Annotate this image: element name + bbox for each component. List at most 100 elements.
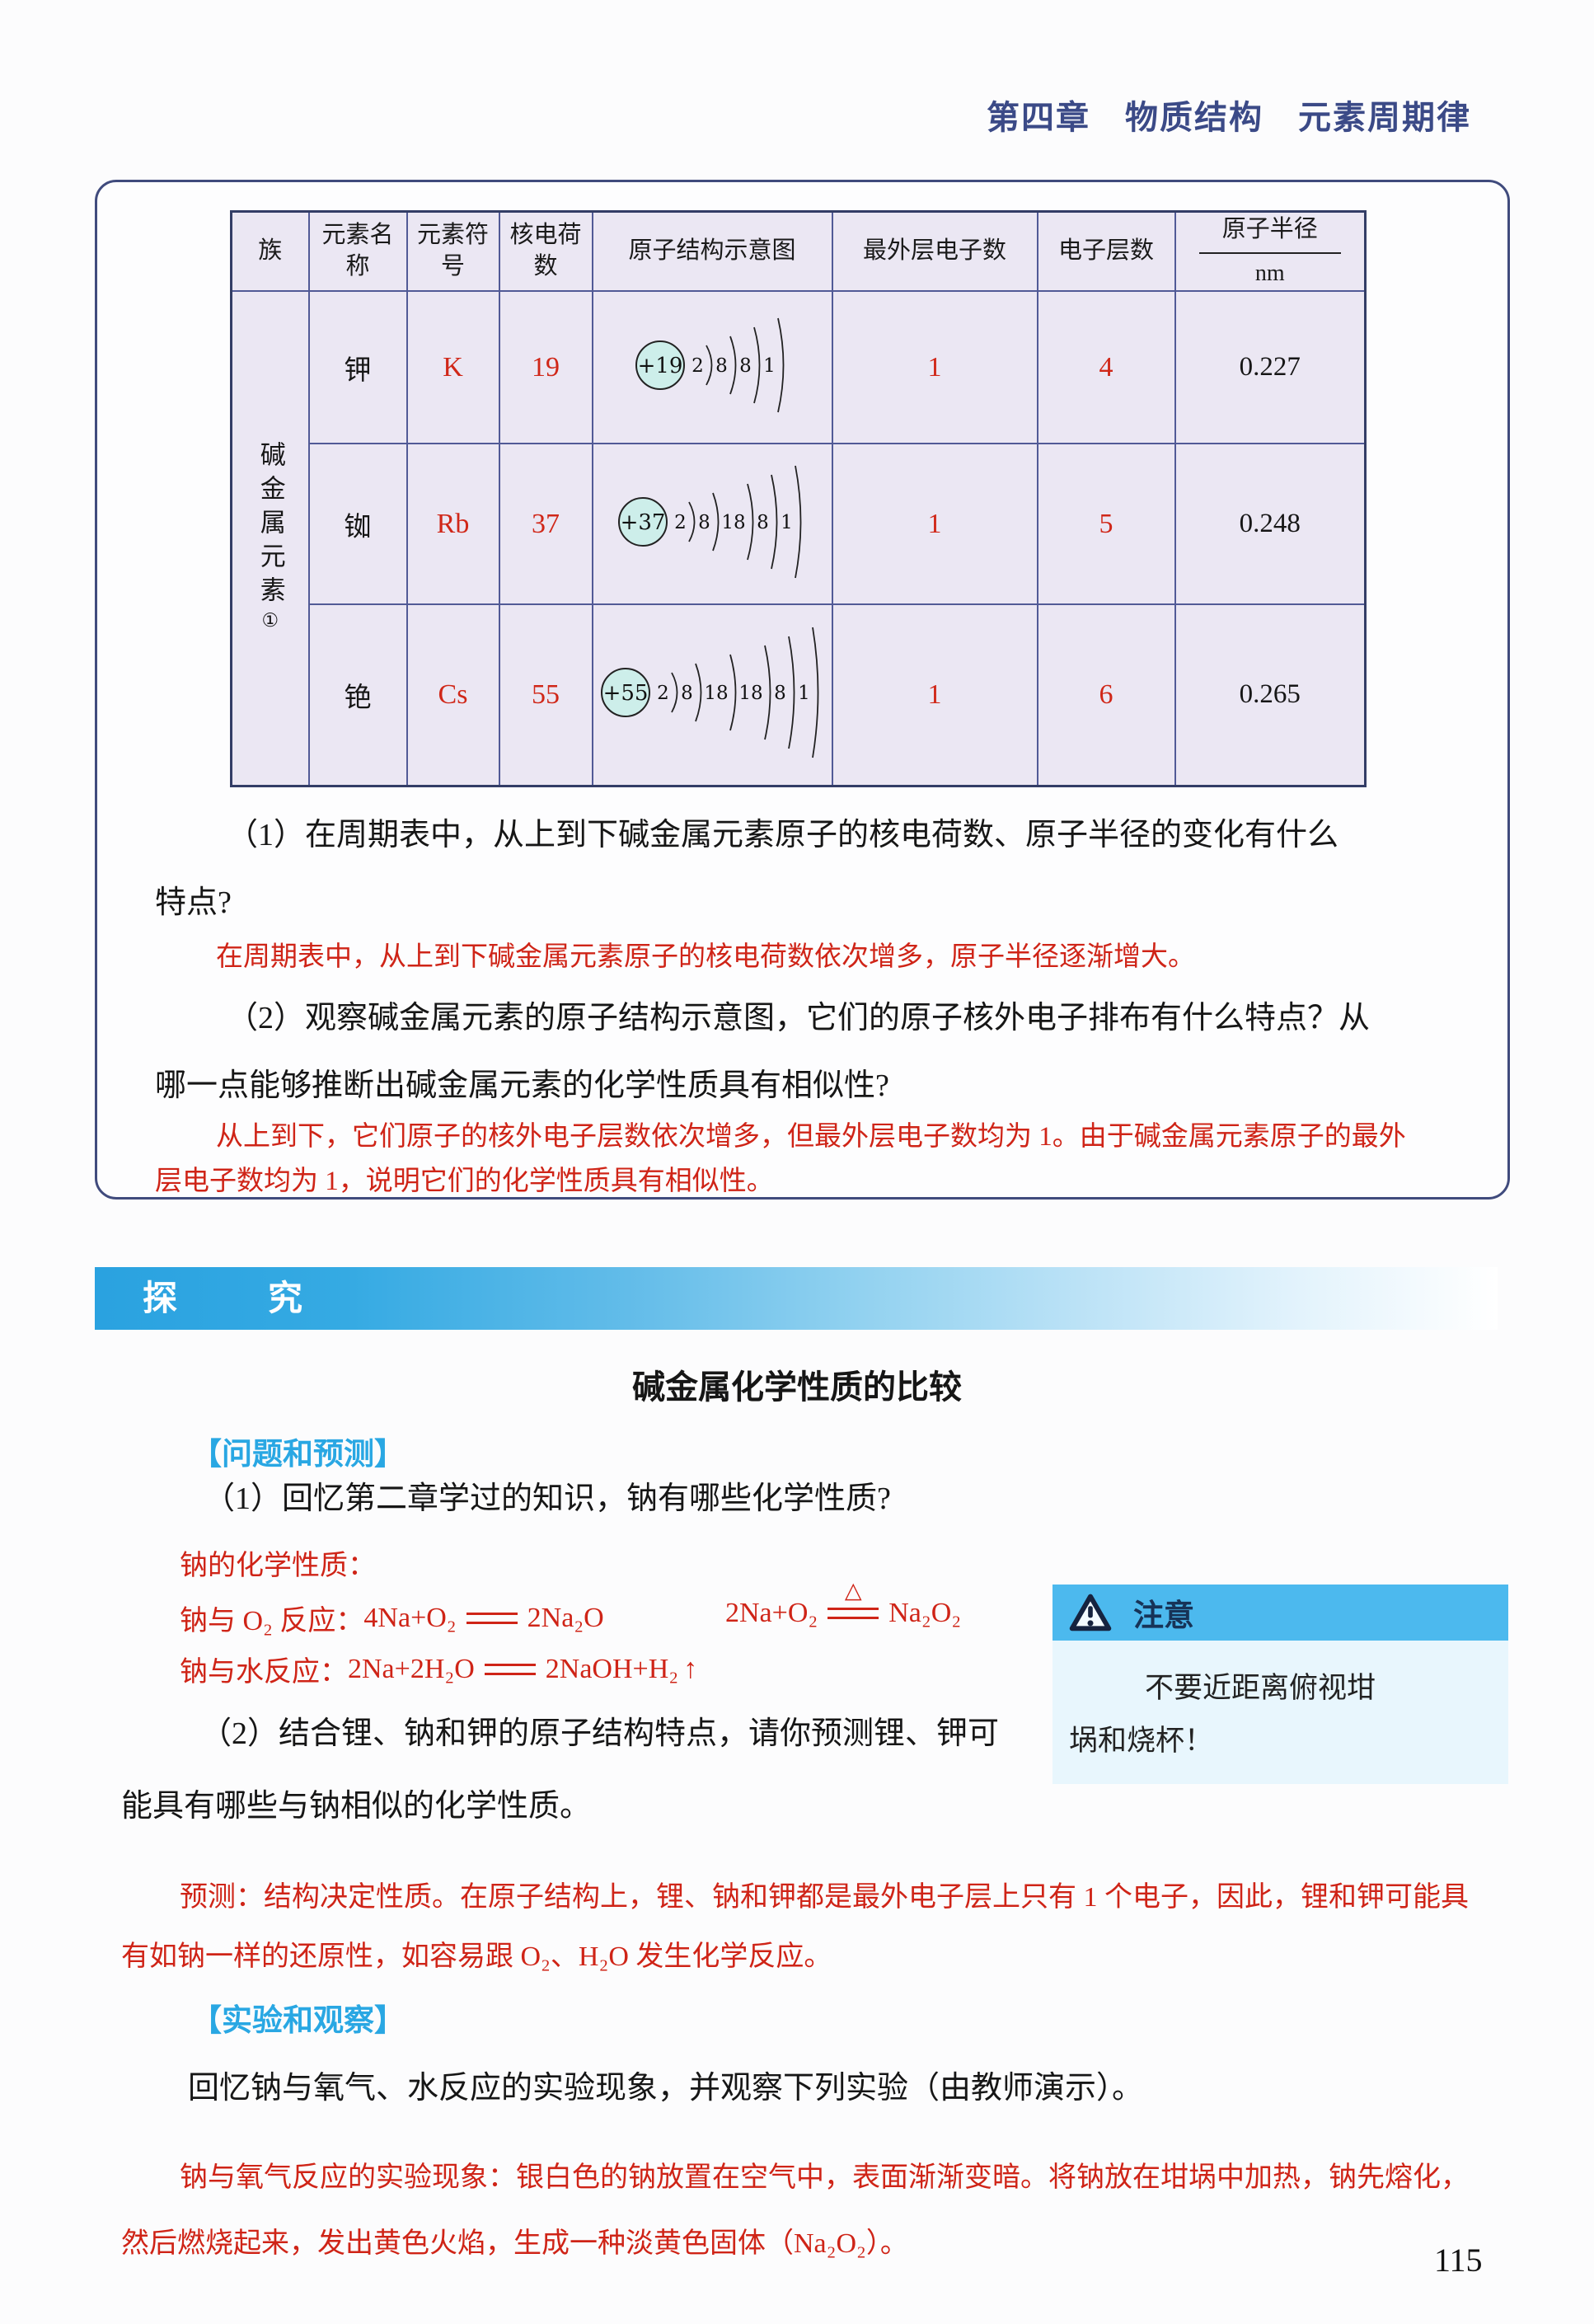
nuclear-charge-cell: 19: [498, 290, 593, 445]
section-header-experiment-observation: 【实验和观察】: [191, 2003, 405, 2037]
warning-triangle-icon: [1069, 1594, 1112, 1631]
group-label: 碱金属元素: [256, 440, 285, 610]
header-element-symbol: 元素符号: [406, 210, 500, 293]
table-row-rubidium: 铷 Rb 37 +37 2 8 18 8 1 1 5 0.248: [232, 443, 1367, 606]
note-header: 注意: [1053, 1585, 1508, 1641]
element-symbol-cell: Cs: [406, 603, 500, 787]
svg-text:18: 18: [721, 512, 745, 533]
page-number: 115: [1434, 2242, 1483, 2279]
header-electron-shells: 电子层数: [1036, 210, 1176, 293]
equals-sign: [466, 1612, 518, 1624]
alkali-metal-table: 族 元素名称 元素符号 核电荷数 原子结构示意图 最外层电子数 电子层数 原子半…: [230, 210, 1367, 787]
header-atomic-radius: 原子半径 nm: [1174, 210, 1367, 293]
note-box: 注意 不要近距离俯视坩 埚和烧杯！: [1053, 1585, 1508, 1784]
question-1-line-2: 特点?: [155, 885, 232, 920]
equation-sodium-water: 钠与水反应： 2Na+2H₂O 2NaOH+H₂ ↑: [180, 1649, 697, 1689]
nuclear-charge-cell: 37: [498, 443, 593, 606]
atomic-structure-diagram: +19 2 8 8 1: [591, 290, 833, 445]
svg-text:8: 8: [681, 683, 693, 704]
header-group: 族: [230, 210, 310, 293]
svg-text:18: 18: [704, 683, 728, 704]
group-vertical-label: 碱金属元素①: [256, 440, 285, 631]
outer-electrons-cell: 1: [831, 603, 1038, 787]
svg-text:8: 8: [739, 355, 752, 377]
note-title: 注意: [1133, 1599, 1194, 1632]
element-name-cell: 铷: [307, 443, 408, 606]
gas-arrow: ↑: [683, 1653, 698, 1684]
svg-text:2: 2: [674, 512, 687, 533]
observation-instruction: 回忆钠与氧气、水反应的实验现象，并观察下列实验（由教师演示）。: [188, 2071, 1144, 2106]
electron-shells-cell: 6: [1036, 603, 1176, 787]
svg-text:1: 1: [781, 512, 793, 533]
equation-right: 2NaOH+H₂: [545, 1653, 679, 1684]
element-symbol-cell: K: [406, 290, 500, 445]
svg-text:18: 18: [738, 683, 762, 704]
answer-1: 在周期表中，从上到下碱金属元素原子的核电荷数依次增多，原子半径逐渐增大。: [216, 942, 1195, 972]
svg-text:2: 2: [657, 683, 669, 704]
svg-text:8: 8: [715, 355, 728, 377]
explore-question-2-line-2: 能具有哪些与钠相似的化学性质。: [121, 1789, 592, 1824]
atomic-radius-cell: 0.248: [1174, 443, 1367, 606]
radius-unit-label: nm: [1254, 260, 1285, 286]
atomic-radius-label: 原子半径: [1198, 214, 1341, 254]
header-nuclear-charge: 核电荷数: [498, 210, 593, 293]
atomic-radius-cell: 0.227: [1174, 290, 1367, 445]
svg-text:+37: +37: [621, 510, 666, 535]
equation-left: 2Na+O₂: [725, 1598, 818, 1628]
note-body: 不要近距离俯视坩 埚和烧杯！: [1053, 1641, 1508, 1784]
element-name-cell: 铯: [307, 603, 408, 787]
answer-2-line-1: 从上到下，它们原子的核外电子层数依次增多，但最外层电子数均为 1。由于碱金属元素…: [216, 1122, 1406, 1152]
table-row-cesium: 铯 Cs 55 +55 2 8 18 18 8 1 1 6 0.265: [232, 603, 1367, 787]
table-row-potassium: 碱金属元素① 钾 K 19 +19 2 8 8 1 1 4 0.227: [230, 290, 1367, 787]
equation-right: Na₂O₂: [888, 1598, 962, 1628]
electron-shells-cell: 4: [1036, 290, 1176, 445]
svg-text:1: 1: [798, 683, 810, 704]
equation-left: 2Na+2H₂O: [348, 1653, 475, 1684]
note-text-line-2: 埚和烧杯！: [1069, 1725, 1214, 1757]
sodium-properties-label: 钠的化学性质：: [180, 1551, 376, 1581]
prediction-line-2: 有如钠一样的还原性，如容易跟 O₂、H₂O 发生化学反应。: [121, 1941, 832, 1972]
outer-electrons-cell: 1: [831, 290, 1038, 445]
electron-shells-cell: 5: [1036, 443, 1176, 606]
explore-question-2-line-1: （2）结合锂、钠和钾的原子结构特点，请你预测锂、钾可: [200, 1716, 1000, 1751]
chapter-header: 第四章 物质结构 元素周期律: [987, 100, 1471, 136]
experiment-phenomenon-line-1: 钠与氧气反应的实验现象：银白色的钠放置在空气中，表面渐渐变暗。将钠放在坩埚中加热…: [180, 2162, 1469, 2193]
equals-sign: [484, 1663, 536, 1675]
equation-label: 钠与 O₂ 反应：: [180, 1606, 364, 1636]
equation-sodium-oxygen: 钠与 O₂ 反应： 4Na+O₂ 2Na₂O: [180, 1598, 604, 1638]
outer-electrons-cell: 1: [831, 443, 1038, 606]
answer-2-line-2: 层电子数均为 1，说明它们的化学性质具有相似性。: [155, 1167, 774, 1196]
group-footnote: ①: [260, 609, 281, 631]
equation-label: 钠与水反应：: [180, 1657, 348, 1688]
explore-title: 碱金属化学性质的比较: [632, 1369, 962, 1406]
header-element-name: 元素名称: [307, 210, 408, 293]
explore-question-1: （1）回忆第二章学过的知识，钠有哪些化学性质?: [204, 1481, 891, 1516]
svg-text:8: 8: [698, 512, 710, 533]
table-header-row: 族 元素名称 元素符号 核电荷数 原子结构示意图 最外层电子数 电子层数 原子半…: [230, 210, 1367, 293]
svg-text:1: 1: [763, 355, 776, 377]
question-1-line-1: （1）在周期表中，从上到下碱金属元素原子的核电荷数、原子半径的变化有什么: [227, 818, 1339, 852]
svg-text:8: 8: [757, 512, 769, 533]
svg-text:8: 8: [774, 683, 786, 704]
element-symbol-cell: Rb: [406, 443, 500, 606]
atomic-radius-cell: 0.265: [1174, 603, 1367, 787]
prediction-line-1: 预测：结构决定性质。在原子结构上，锂、钠和钾都是最外电子层上只有 1 个电子，因…: [180, 1882, 1469, 1913]
header-structure-diagram: 原子结构示意图: [591, 210, 833, 293]
note-text-line-1: 不要近距离俯视坩: [1145, 1672, 1376, 1704]
equation-right: 2Na₂O: [527, 1602, 604, 1633]
svg-text:+19: +19: [638, 354, 683, 378]
atomic-structure-diagram: +55 2 8 18 18 8 1: [591, 603, 833, 787]
nuclear-charge-cell: 55: [498, 603, 593, 787]
atomic-structure-diagram: +37 2 8 18 8 1: [591, 443, 833, 606]
experiment-phenomenon-line-2: 然后燃烧起来，发出黄色火焰，生成一种淡黄色固体（Na₂O₂）。: [121, 2228, 908, 2259]
group-cell: 碱金属元素①: [230, 290, 310, 787]
svg-text:+55: +55: [603, 681, 649, 706]
equation-left: 4Na+O₂: [363, 1602, 457, 1633]
question-2-line-1: （2）观察碱金属元素的原子结构示意图，它们的原子核外电子排布有什么特点？从: [227, 1001, 1371, 1035]
equation-sodium-peroxide: 2Na+O₂ △ Na₂O₂: [725, 1578, 962, 1629]
equals-sign: [827, 1608, 879, 1619]
delta-equals: △: [818, 1578, 888, 1619]
delta-condition: △: [844, 1578, 862, 1603]
svg-text:2: 2: [692, 355, 704, 377]
